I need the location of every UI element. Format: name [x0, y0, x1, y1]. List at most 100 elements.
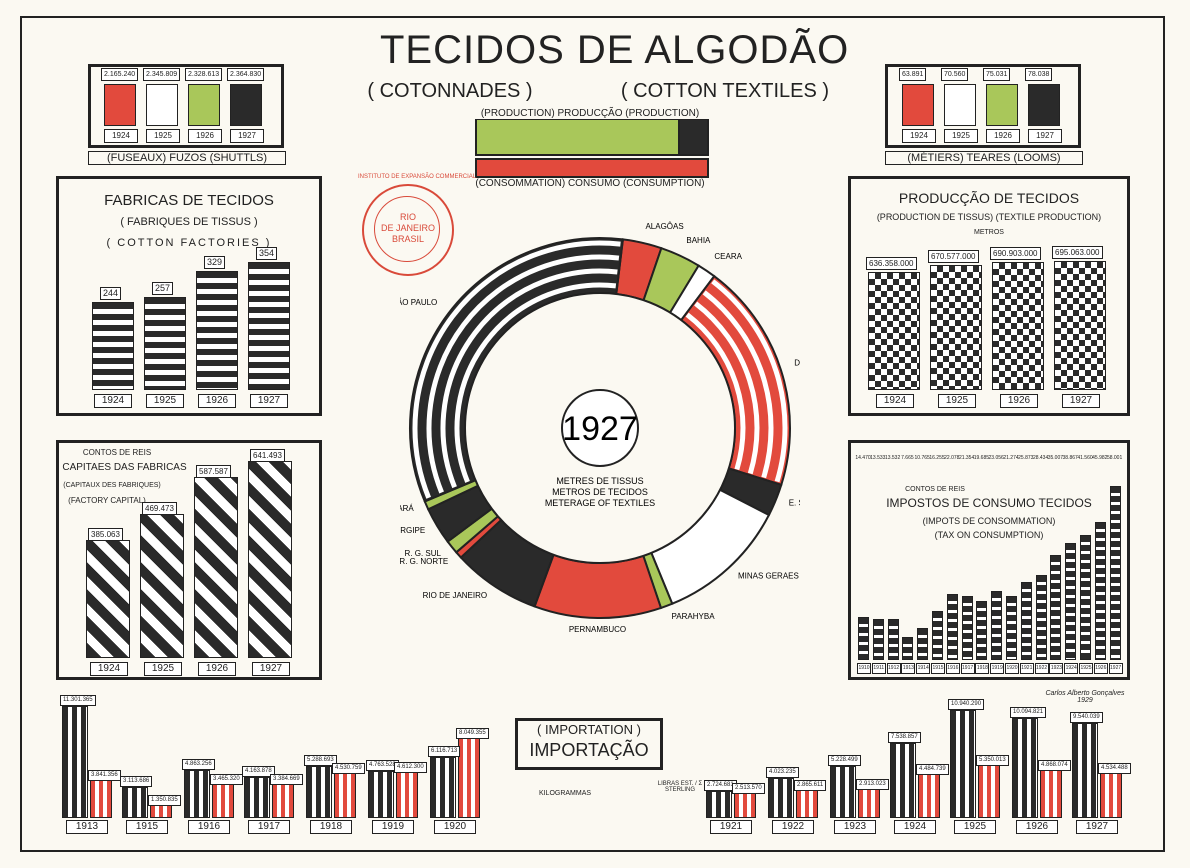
tax-value-label: 28.434: [1032, 455, 1049, 461]
tax-bar: [932, 611, 943, 660]
donut-slice-label: SÃO PAULO: [400, 298, 437, 307]
production-year-label: 1927: [1062, 394, 1100, 408]
import-value-kg: 10.940.290: [948, 698, 985, 710]
import-value-gbp: 3.465.320: [210, 773, 243, 785]
import-year-label: 1922: [772, 820, 814, 834]
tax-year-label: 1924: [1064, 663, 1079, 674]
production-title: PRODUCÇÃO DE TECIDOS: [898, 190, 1080, 206]
tax-bar: [902, 637, 914, 660]
tax-year-label: 1919: [990, 663, 1005, 674]
spindles-value-label: 2.328.613: [185, 68, 223, 81]
looms-swatch: [944, 84, 976, 126]
tax-bar: [917, 627, 929, 660]
import-bar-gbp: [858, 789, 880, 818]
import-value-gbp: 8.049.355: [456, 728, 489, 740]
spindles-swatch: [188, 84, 220, 126]
import-year-label: 1924: [894, 820, 936, 834]
tax-value-label: 58.001: [1106, 455, 1123, 461]
import-bar-gbp: [334, 773, 356, 818]
production-unit: METROS: [974, 229, 1004, 236]
signature: Carlos Alberto Gonçalves 1929: [1045, 690, 1125, 704]
import-year-label: 1923: [834, 820, 876, 834]
capital-unit: CONTOS DE REIS: [82, 448, 152, 457]
import-value-kg: 4.863.256: [182, 758, 215, 770]
import-value-gbp: 5.350.013: [976, 754, 1009, 766]
production-bar: [868, 271, 920, 390]
donut-slice-label: R. G. SUL: [405, 549, 442, 558]
import-bar-gbp: [796, 789, 818, 818]
tax-bar: [1035, 574, 1047, 660]
spindles-year-label: 1927: [230, 129, 264, 143]
import-year-label: 1926: [1016, 820, 1058, 834]
tax-panel: [848, 440, 1130, 680]
factories-bar: [196, 271, 238, 390]
donut-slice-label: E. SANTO E MARANHÃO: [789, 499, 800, 508]
capital-value-label: 469.473: [142, 501, 177, 515]
stamp-inner-text: RIO: [399, 212, 416, 222]
donut-slice-label: MINAS GERAES: [738, 571, 799, 580]
factories-subtitle-en: ( COTTON FACTORIES ): [106, 237, 272, 249]
factories-bar: [92, 301, 134, 390]
stamp-inner-text: BRASIL: [391, 234, 424, 244]
consumption-label: (CONSOMMATION) CONSUMO (CONSUMPTION): [475, 178, 705, 189]
factories-value-label: 244: [100, 286, 122, 300]
tax-subtitle-en: (TAX ON CONSUMPTION): [934, 530, 1044, 540]
subtitle-fr: ( COTONNADES ): [367, 80, 533, 102]
import-year-label: 1916: [188, 820, 230, 834]
spindles-value-label: 2.345.809: [143, 68, 181, 81]
looms-year-label: 1925: [944, 129, 978, 143]
looms-title: (MÉTIERS) TEARES (LOOMS): [885, 151, 1083, 165]
tax-value-label: 7.665: [901, 455, 914, 461]
capital-bar: [194, 477, 238, 658]
tax-year-label: 1923: [1049, 663, 1064, 674]
capital-value-label: 587.587: [196, 465, 231, 479]
import-bar-kg: [306, 765, 332, 818]
import-bar-gbp: [90, 779, 112, 818]
import-title-box: [515, 718, 663, 770]
looms-swatch: [1028, 84, 1060, 126]
production-panel: [848, 176, 1130, 416]
factories-subtitle: ( FABRIQUES DE TISSUS ): [120, 216, 258, 228]
import-bar-gbp: [212, 783, 234, 818]
import-value-kg: 6.116.713: [428, 746, 461, 758]
import-value-gbp: 2.513.570: [732, 783, 765, 795]
tax-year-label: 1915: [931, 663, 945, 674]
donut-year: 1927: [562, 410, 638, 448]
spindles-year-label: 1924: [104, 129, 138, 143]
capital-panel: [56, 440, 322, 680]
tax-value-label: 21.274: [1003, 455, 1019, 461]
tax-value-label: 19.685: [973, 455, 990, 461]
import-value-gbp: 3.384.669: [270, 774, 303, 786]
capital-year-label: 1925: [144, 662, 182, 676]
looms-year-label: 1927: [1028, 129, 1062, 143]
capital-year-label: 1926: [198, 662, 236, 676]
import-year-label: 1919: [372, 820, 414, 834]
tax-value-label: 45.982: [1092, 455, 1108, 461]
donut-slice-label: PIAUHY, MATTO GROSSO, PARÁ: [400, 504, 414, 513]
import-value-gbp: 1.350.835: [148, 794, 181, 806]
tax-value-label: 25.873: [1018, 455, 1034, 461]
capital-bar: [140, 513, 184, 658]
donut-slice-label: D. FEDERAL: [794, 359, 800, 368]
donut-slice-label: R. G. NORTE: [400, 557, 448, 566]
spindles-swatch: [146, 84, 178, 126]
chart-frame: [20, 16, 1165, 852]
donut-slice-label: BAHIA: [686, 236, 711, 245]
subtitle-en: ( COTTON TEXTILES ): [620, 80, 830, 102]
capital-value-label: 641.493: [250, 448, 285, 462]
import-bar-gbp: [272, 784, 294, 818]
import-year-label: 1925: [954, 820, 996, 834]
production-year-label: 1924: [876, 394, 914, 408]
import-legend-label-kg: KILOGRAMMAS: [538, 790, 592, 797]
tax-value-label: 13.532: [884, 455, 901, 461]
tax-bar: [887, 619, 899, 660]
tax-unit: CONTOS DE REIS: [905, 486, 965, 493]
import-value-kg: 11.301.365: [60, 695, 96, 706]
import-value-gbp: 4.612.300: [394, 762, 427, 774]
factories-value-label: 329: [204, 256, 226, 270]
tax-value-label: 14.470: [855, 455, 871, 461]
factories-value-label: 257: [152, 282, 174, 296]
production-bar: [1054, 260, 1106, 390]
factories-year-label: 1924: [94, 394, 132, 408]
looms-year-label: 1926: [986, 129, 1020, 143]
